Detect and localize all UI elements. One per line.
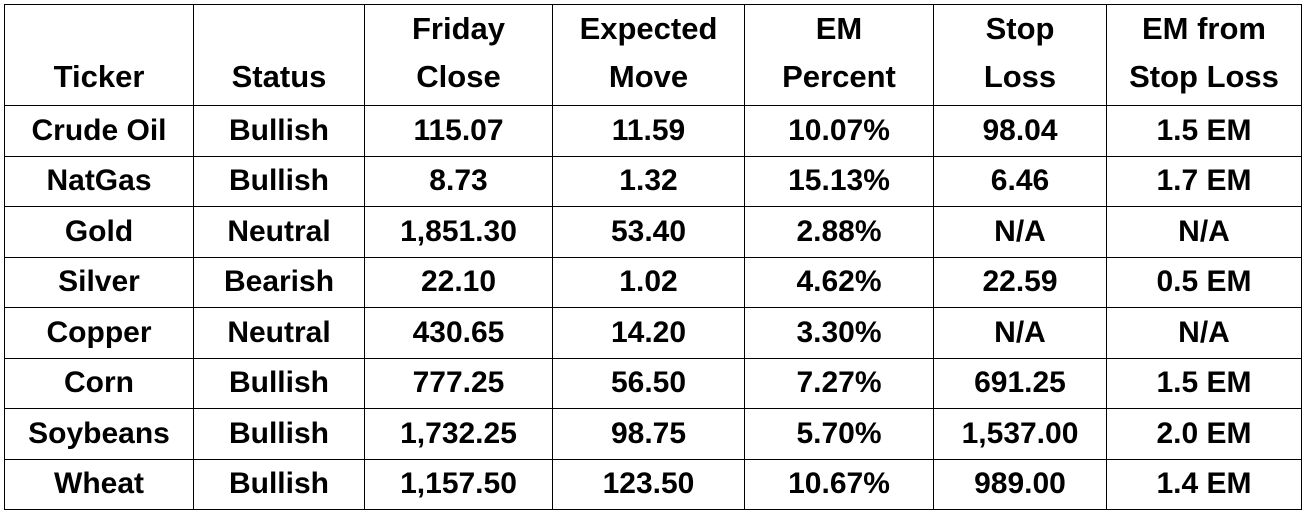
table-row: Wheat Bullish 1,157.50 123.50 10.67% 989.00 1.…	[4, 458, 1302, 510]
cell-status: Bullish	[193, 105, 365, 157]
cell-status: Bullish	[193, 155, 365, 207]
table-row: Gold Neutral 1,851.30 53.40 2.88% N/A N/A	[4, 206, 1302, 258]
cell-ticker: Silver	[4, 256, 194, 308]
expected-move-table: Ticker Status Friday Close Expected Move EM Per…	[4, 4, 1302, 510]
cell-stop-loss: 22.59	[933, 256, 1107, 308]
table-row: Copper Neutral 430.65 14.20 3.30% N/A N/A	[4, 307, 1302, 359]
table-row: Silver Bearish 22.10 1.02 4.62% 22.59 0.5 EM	[4, 256, 1302, 308]
column-header-line: Stop Loss	[1129, 59, 1279, 94]
cell-expected-move: 53.40	[552, 206, 745, 258]
cell-ticker: Soybeans	[4, 408, 194, 460]
cell-friday-close: 1,157.50	[364, 458, 553, 510]
cell-stop-loss: 989.00	[933, 458, 1107, 510]
cell-ticker: Crude Oil	[4, 105, 194, 157]
cell-expected-move: 98.75	[552, 408, 745, 460]
cell-expected-move: 14.20	[552, 307, 745, 359]
column-header-em-percent: EM Percent	[744, 4, 934, 106]
cell-ticker: Corn	[4, 357, 194, 409]
cell-em-percent: 7.27%	[744, 357, 934, 409]
cell-em-from-stop-loss: N/A	[1106, 307, 1302, 359]
table-row: NatGas Bullish 8.73 1.32 15.13% 6.46 1.7 EM	[4, 155, 1302, 207]
cell-em-percent: 15.13%	[744, 155, 934, 207]
cell-em-from-stop-loss: 1.5 EM	[1106, 105, 1302, 157]
cell-expected-move: 56.50	[552, 357, 745, 409]
cell-em-from-stop-loss: N/A	[1106, 206, 1302, 258]
cell-status: Bearish	[193, 256, 365, 308]
cell-em-from-stop-loss: 1.5 EM	[1106, 357, 1302, 409]
cell-expected-move: 1.02	[552, 256, 745, 308]
column-header-line: Status	[231, 59, 327, 94]
cell-stop-loss: 691.25	[933, 357, 1107, 409]
cell-ticker: NatGas	[4, 155, 194, 207]
cell-expected-move: 123.50	[552, 458, 745, 510]
column-header-status: Status	[193, 4, 365, 106]
column-header-line: Loss	[983, 59, 1057, 94]
column-header-line: Ticker	[53, 59, 145, 94]
cell-status: Bullish	[193, 408, 365, 460]
column-header-line: EM from	[1142, 11, 1266, 46]
column-header-expected-move: Expected Move	[552, 4, 745, 106]
cell-status: Bullish	[193, 357, 365, 409]
cell-stop-loss: 6.46	[933, 155, 1107, 207]
cell-friday-close: 430.65	[364, 307, 553, 359]
cell-expected-move: 1.32	[552, 155, 745, 207]
column-header-line: Expected	[579, 11, 718, 46]
column-header-friday-close: Friday Close	[364, 4, 553, 106]
table-row: Corn Bullish 777.25 56.50 7.27% 691.25 1.5 EM	[4, 357, 1302, 409]
column-header-em-from-stop-loss: EM from Stop Loss	[1106, 4, 1302, 106]
cell-stop-loss: 98.04	[933, 105, 1107, 157]
column-header-line: Percent	[782, 59, 896, 94]
cell-status: Neutral	[193, 206, 365, 258]
cell-em-from-stop-loss: 0.5 EM	[1106, 256, 1302, 308]
cell-em-percent: 3.30%	[744, 307, 934, 359]
cell-em-from-stop-loss: 1.7 EM	[1106, 155, 1302, 207]
table-body: Crude Oil Bullish 115.07 11.59 10.07% 98.04 1.…	[4, 105, 1302, 510]
header-row: Ticker Status Friday Close Expected Move EM Per…	[4, 4, 1302, 106]
column-header-line: EM	[815, 11, 863, 46]
cell-em-from-stop-loss: 1.4 EM	[1106, 458, 1302, 510]
cell-friday-close: 1,732.25	[364, 408, 553, 460]
cell-ticker: Wheat	[4, 458, 194, 510]
cell-ticker: Gold	[4, 206, 194, 258]
column-header-ticker: Ticker	[4, 4, 194, 106]
cell-friday-close: 1,851.30	[364, 206, 553, 258]
table-row: Soybeans Bullish 1,732.25 98.75 5.70% 1,537.0…	[4, 408, 1302, 460]
column-header-stop-loss: Stop Loss	[933, 4, 1107, 106]
column-header-line: Close	[416, 59, 501, 94]
cell-ticker: Copper	[4, 307, 194, 359]
cell-status: Bullish	[193, 458, 365, 510]
cell-friday-close: 115.07	[364, 105, 553, 157]
cell-friday-close: 777.25	[364, 357, 553, 409]
cell-friday-close: 8.73	[364, 155, 553, 207]
cell-em-percent: 4.62%	[744, 256, 934, 308]
cell-status: Neutral	[193, 307, 365, 359]
column-header-line: Stop	[985, 11, 1055, 46]
table-header: Ticker Status Friday Close Expected Move EM Per…	[4, 4, 1302, 106]
column-header-line: Move	[608, 59, 689, 94]
cell-expected-move: 11.59	[552, 105, 745, 157]
cell-friday-close: 22.10	[364, 256, 553, 308]
table-row: Crude Oil Bullish 115.07 11.59 10.07% 98.04 1.…	[4, 105, 1302, 157]
cell-stop-loss: N/A	[933, 206, 1107, 258]
cell-em-percent: 10.67%	[744, 458, 934, 510]
cell-stop-loss: N/A	[933, 307, 1107, 359]
cell-em-percent: 2.88%	[744, 206, 934, 258]
cell-stop-loss: 1,537.00	[933, 408, 1107, 460]
column-header-line: Friday	[411, 11, 506, 46]
cell-em-percent: 10.07%	[744, 105, 934, 157]
cell-em-percent: 5.70%	[744, 408, 934, 460]
cell-em-from-stop-loss: 2.0 EM	[1106, 408, 1302, 460]
